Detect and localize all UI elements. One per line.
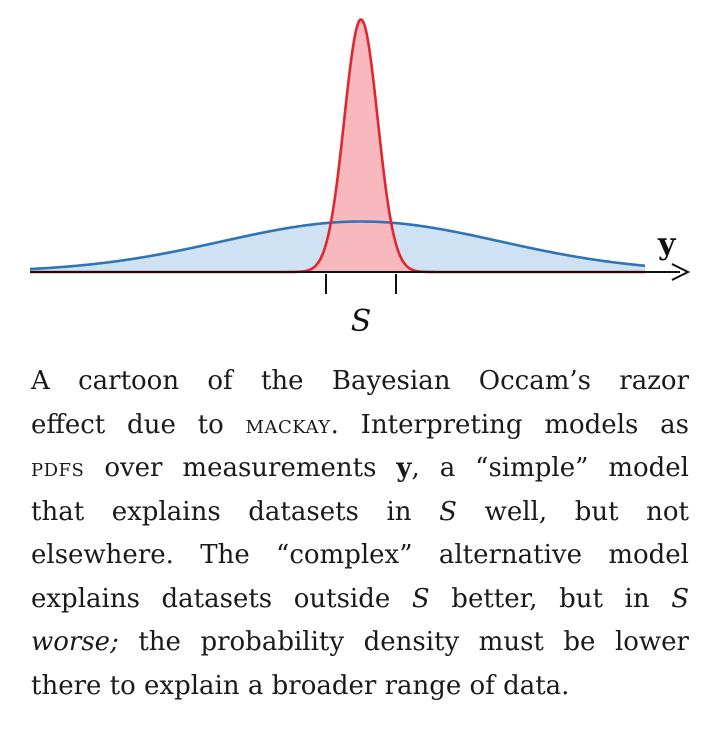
symbol-y: y bbox=[396, 453, 412, 483]
symbol-s: S bbox=[411, 583, 430, 614]
acronym: pdfs bbox=[31, 453, 85, 483]
caption-text: . Interpreting models as bbox=[330, 409, 689, 440]
occam-razor-figure: y S bbox=[29, 18, 691, 339]
caption-line-3: pdfs over measurements y, a “simple” mod… bbox=[31, 447, 689, 491]
caption-text: better, but in bbox=[429, 583, 672, 614]
symbol-s: S bbox=[439, 496, 457, 527]
caption-emphasis: worse; bbox=[31, 627, 119, 657]
region-label-s: S bbox=[351, 304, 372, 339]
caption-text: , a “simple” model bbox=[411, 453, 690, 483]
caption-line-7: worse; the probability density must be l… bbox=[31, 621, 689, 665]
caption-text: there to explain a broader range of data… bbox=[31, 670, 570, 701]
caption-line-6: explains datasets outside S better, but … bbox=[31, 578, 689, 622]
axis-label-y: y bbox=[657, 227, 677, 262]
caption-text: effect due to bbox=[31, 409, 246, 440]
caption-line-1: A cartoon of the Bayesian Occam’s razor bbox=[31, 360, 689, 404]
caption-line-5: elsewhere. The “complex” alternative mod… bbox=[31, 534, 689, 578]
caption-text: over measurements bbox=[84, 453, 397, 483]
caption-text: well, but not bbox=[456, 496, 690, 527]
axis-arrowhead bbox=[671, 263, 691, 281]
complex-model-curve bbox=[29, 220, 646, 271]
caption-text: A cartoon of the Bayesian Occam’s razor bbox=[31, 366, 689, 396]
caption-text: elsewhere. The “complex” alternative mod… bbox=[31, 540, 689, 570]
caption-line-4: that explains datasets in S well, but no… bbox=[31, 491, 689, 535]
caption-line-2: effect due to mackay. Interpreting model… bbox=[31, 404, 689, 448]
caption-text: explains datasets outside bbox=[31, 583, 412, 614]
caption-text: that explains datasets in bbox=[31, 496, 440, 527]
author-name: mackay bbox=[245, 409, 331, 440]
simple-model-fill bbox=[30, 19, 645, 272]
caption-text: the probability density must be lower bbox=[118, 627, 689, 657]
caption-line-8: there to explain a broader range of data… bbox=[31, 665, 689, 709]
figure-caption: A cartoon of the Bayesian Occam’s razor … bbox=[31, 360, 689, 708]
symbol-s: S bbox=[671, 583, 689, 614]
